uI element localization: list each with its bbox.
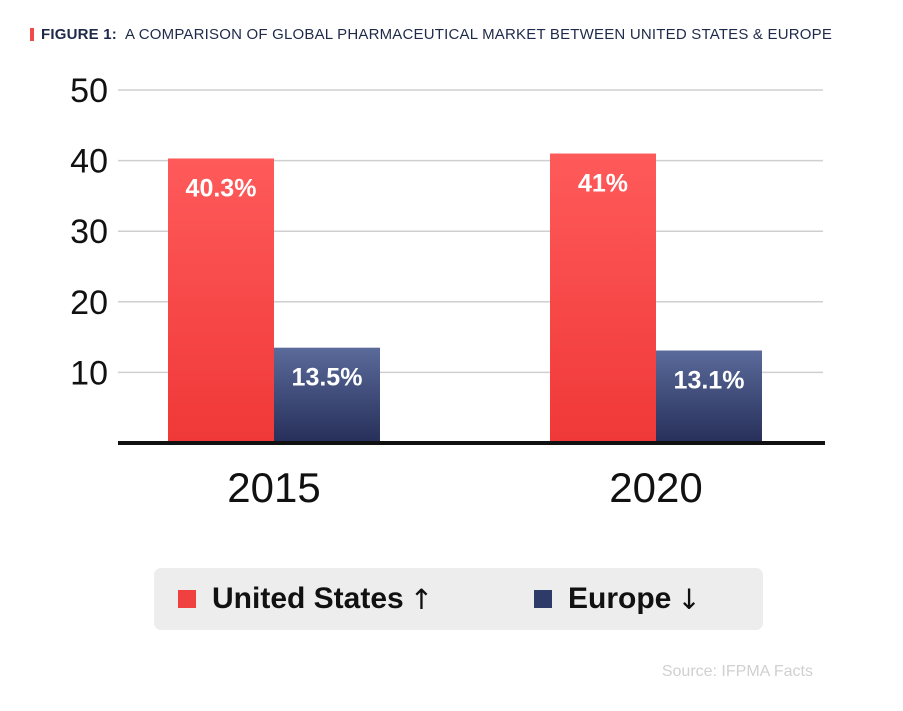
y-tick-label-30: 30 [70,213,108,251]
figure-label: FIGURE 1: [41,26,117,43]
data-label-europe-2015: 13.5% [292,364,363,392]
y-tick-label-20: 20 [70,284,108,322]
bars: 40.3% 13.5% 41% 13.1% [168,153,762,444]
legend-label-europe: Europe [568,582,672,615]
y-tick-label-10: 10 [70,354,108,392]
arrow-down-icon: ↓ [677,582,701,616]
figure-title-text: A COMPARISON OF GLOBAL PHARMACEUTICAL MA… [124,26,833,43]
legend: United States ↑ Europe ↓ [154,568,763,630]
x-tick-label-2015: 2015 [227,464,320,511]
figure-title: FIGURE 1: A COMPARISON OF GLOBAL PHARMAC… [30,26,832,43]
legend-swatch-europe [534,590,552,608]
x-tick-label-2020: 2020 [609,464,702,511]
bar-chart: 10 20 30 40 50 40.3% 13.5% 41% 13.1% 2015 2020 [70,72,825,511]
bar-united-states-2015 [168,158,274,443]
legend-item-europe: Europe ↓ [534,568,701,630]
y-tick-label-40: 40 [70,143,108,181]
legend-item-united-states: United States ↑ [178,568,433,630]
data-label-united-states-2020: 41% [578,170,628,198]
bar-united-states-2020 [550,153,656,444]
legend-swatch-united-states [178,590,196,608]
x-axis-ticks: 2015 2020 [227,464,702,511]
source-note: Source: IFPMA Facts [661,663,813,680]
legend-label-united-states: United States [212,582,404,615]
title-marker [30,28,34,41]
y-axis-ticks: 10 20 30 40 50 [70,72,108,392]
bar-europe-2015 [274,347,380,443]
data-label-united-states-2015: 40.3% [186,174,257,202]
y-tick-label-50: 50 [70,72,108,110]
data-label-europe-2020: 13.1% [674,367,745,395]
bar-europe-2020 [656,350,762,443]
arrow-up-icon: ↑ [409,582,434,616]
